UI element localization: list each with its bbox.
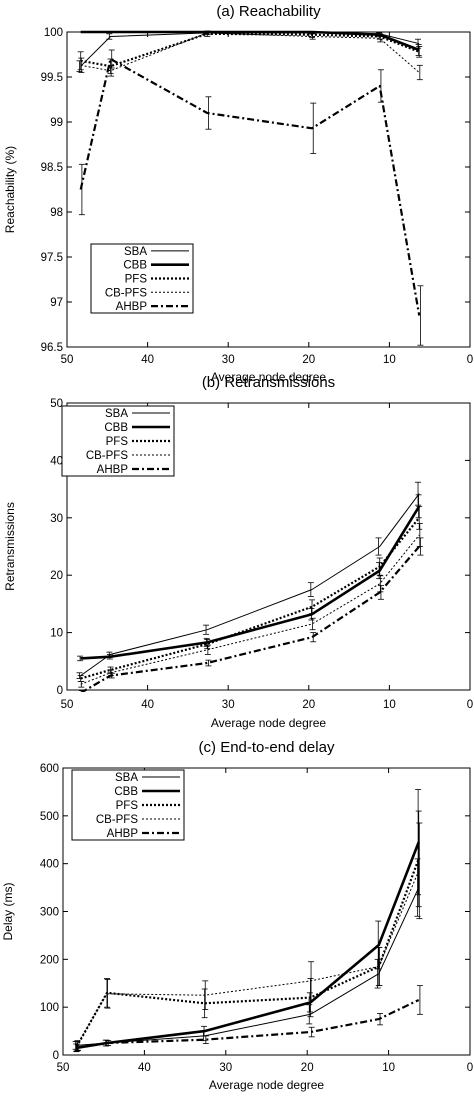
y-tick-label: 300 bbox=[40, 907, 59, 919]
series-line bbox=[76, 870, 420, 1046]
legend: SBA CBB PFS CB-PFS AHBP bbox=[71, 769, 185, 841]
delay-chart: (c) End-to-end delay01002003004005006005… bbox=[1, 739, 473, 1092]
chart-title: (b) Retransmissions bbox=[202, 374, 335, 391]
series-line bbox=[80, 32, 420, 73]
legend-label: AHBP bbox=[107, 828, 139, 840]
series-ahbp bbox=[78, 49, 424, 346]
y-tick-label: 400 bbox=[40, 859, 59, 871]
series-line bbox=[80, 493, 420, 677]
legend-label: SBA bbox=[105, 408, 128, 420]
y-tick-label: 10 bbox=[50, 628, 63, 640]
y-tick-label: 97 bbox=[50, 297, 63, 309]
series-line bbox=[80, 505, 421, 660]
x-tick-label: 20 bbox=[301, 1062, 314, 1074]
chart-title: (a) Reachability bbox=[216, 3, 321, 20]
y-axis-label: Delay (ms) bbox=[1, 882, 15, 940]
legend-label: CB-PFS bbox=[105, 287, 148, 299]
x-tick-label: 20 bbox=[302, 699, 315, 711]
series-ahbp bbox=[75, 985, 423, 1052]
y-tick-label: 98 bbox=[50, 207, 63, 219]
legend-label: CBB bbox=[123, 260, 147, 272]
x-tick-label: 10 bbox=[382, 1062, 395, 1074]
y-tick-label: 96.5 bbox=[41, 342, 63, 354]
y-tick-label: 50 bbox=[50, 398, 63, 410]
y-tick-label: 200 bbox=[40, 954, 59, 966]
y-tick-label: 0 bbox=[53, 1050, 59, 1062]
x-tick-label: 40 bbox=[141, 354, 154, 366]
x-tick-label: 30 bbox=[219, 1062, 232, 1074]
legend-label: CB-PFS bbox=[96, 814, 139, 826]
legend-label: SBA bbox=[124, 246, 147, 258]
series-cb-pfs bbox=[78, 523, 423, 688]
legend-label: CB-PFS bbox=[86, 450, 129, 462]
series-line bbox=[80, 534, 420, 685]
x-tick-label: 20 bbox=[302, 354, 315, 366]
plot-frame bbox=[66, 402, 471, 691]
chart-title: (c) End-to-end delay bbox=[199, 739, 335, 756]
legend-label: PFS bbox=[125, 274, 148, 286]
series-cb-pfs bbox=[78, 30, 423, 81]
x-tick-label: 50 bbox=[57, 1062, 70, 1074]
retransmissions-chart: (b) Retransmissions 0 10 20 30 40 50 50 40 30 20 10… bbox=[3, 374, 473, 730]
y-axis-label: Retransmissions bbox=[3, 502, 17, 591]
legend-label: PFS bbox=[116, 800, 139, 812]
legend-box bbox=[71, 769, 185, 841]
legend-label: PFS bbox=[106, 436, 129, 448]
series-sba bbox=[76, 481, 422, 679]
series-pfs bbox=[77, 30, 423, 74]
x-tick-label: 10 bbox=[383, 699, 396, 711]
series-line bbox=[80, 30, 420, 52]
legend-label: CBB bbox=[114, 786, 138, 798]
y-tick-label: 500 bbox=[40, 811, 59, 823]
series-cb-pfs bbox=[74, 822, 423, 1051]
series-cbb bbox=[80, 30, 422, 56]
x-tick-label: 30 bbox=[222, 699, 235, 711]
x-axis-label: Average node degree bbox=[211, 370, 327, 384]
series-line bbox=[76, 999, 420, 1049]
x-tick-label: 10 bbox=[383, 354, 396, 366]
series-line bbox=[76, 887, 420, 1046]
x-tick-label: 50 bbox=[61, 354, 74, 366]
legend-label: AHBP bbox=[97, 464, 129, 476]
y-tick-label: 99.5 bbox=[41, 72, 63, 84]
series-line bbox=[80, 517, 421, 680]
y-tick-label: 97.5 bbox=[41, 252, 63, 264]
y-tick-label: 0 bbox=[57, 685, 63, 697]
legend-box bbox=[61, 405, 175, 477]
series-cbb bbox=[77, 494, 422, 662]
x-tick-label: 40 bbox=[138, 1062, 151, 1074]
y-tick-label: 40 bbox=[50, 455, 63, 467]
legend: SBA CBB PFS CB-PFS AHBP bbox=[61, 405, 175, 477]
series-line bbox=[76, 841, 420, 1050]
reachability-chart: (a) Reachability 96.5 97 97.5 98 98.5 99 99.5 10… bbox=[3, 3, 473, 384]
x-axis-label: Average node degree bbox=[209, 1078, 325, 1092]
series-ahbp bbox=[78, 537, 424, 692]
series-line bbox=[79, 57, 421, 316]
y-tick-label: 100 bbox=[44, 27, 63, 39]
x-tick-label: 50 bbox=[61, 699, 74, 711]
x-tick-label: 0 bbox=[467, 354, 473, 366]
y-tick-label: 99 bbox=[50, 117, 63, 129]
x-tick-label: 0 bbox=[467, 1062, 473, 1074]
y-tick-label: 98.5 bbox=[41, 162, 63, 174]
y-tick-label: 20 bbox=[50, 570, 63, 582]
legend-label: AHBP bbox=[116, 301, 148, 313]
series-line bbox=[80, 545, 421, 692]
y-tick-label: 100 bbox=[40, 1002, 59, 1014]
legend-label: SBA bbox=[115, 772, 138, 784]
x-tick-label: 0 bbox=[467, 699, 473, 711]
y-axis-label: Reachability (%) bbox=[3, 146, 17, 233]
series-line bbox=[80, 32, 420, 68]
series-line bbox=[80, 32, 420, 67]
y-tick-label: 30 bbox=[50, 513, 63, 525]
x-axis-label: Average node degree bbox=[211, 716, 327, 730]
x-tick-label: 30 bbox=[222, 354, 235, 366]
series-line bbox=[75, 858, 420, 1047]
y-tick-label: 600 bbox=[40, 763, 59, 775]
legend-label: CBB bbox=[104, 422, 128, 434]
x-tick-label: 40 bbox=[141, 699, 154, 711]
series-pfs bbox=[73, 810, 422, 1052]
